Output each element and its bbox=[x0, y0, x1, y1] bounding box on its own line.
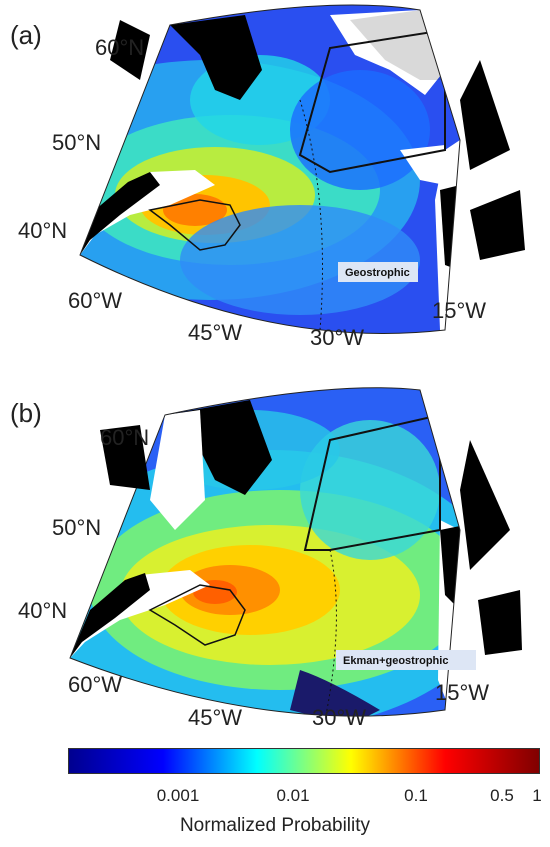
colorbar-tick-05: 0.5 bbox=[490, 786, 514, 805]
panel-b-label: Ekman+geostrophic bbox=[343, 655, 448, 667]
colorbar-title: Normalized Probability bbox=[179, 815, 371, 836]
colorbar-ticks: 0.001 0.01 0.1 0.5 1 bbox=[0, 786, 550, 810]
panel-b-land-left bbox=[100, 425, 150, 490]
panel-a-lon-15: 15°W bbox=[432, 298, 486, 323]
panel-a-map-svg: Geostrophic 60°N 50°N 40°N 60°W 45°W 30°… bbox=[18, 4, 525, 345]
panel-b-map: Ekman+geostrophic 60°N 50°N 40°N 60°W 45… bbox=[0, 380, 550, 730]
panel-a-lon-60: 60°W bbox=[68, 288, 122, 313]
panel-b-lat-40: 40°N bbox=[18, 598, 67, 623]
panel-a-lat-40: 40°N bbox=[18, 218, 67, 243]
colorbar-tick-0001: 0.001 bbox=[156, 786, 200, 805]
panel-a-map: Geostrophic 60°N 50°N 40°N 60°W 45°W 30°… bbox=[0, 0, 550, 345]
panel-a-lon-30: 30°W bbox=[310, 325, 364, 345]
panel-a-north-america bbox=[80, 172, 160, 255]
panel-a-land-right bbox=[460, 60, 510, 170]
panel-b-map-svg: Ekman+geostrophic 60°N 50°N 40°N 60°W 45… bbox=[18, 387, 522, 730]
colorbar-tick-1: 1 bbox=[532, 786, 542, 805]
panel-b-north-america bbox=[70, 573, 150, 658]
panel-a-label: Geostrophic bbox=[345, 267, 410, 279]
panel-a-land-left bbox=[110, 20, 150, 80]
panel-b-lon-60: 60°W bbox=[68, 672, 122, 697]
panel-a-lat-50: 50°N bbox=[52, 130, 101, 155]
panel-b-lat-60: 60°N bbox=[100, 425, 149, 450]
colorbar bbox=[68, 748, 540, 774]
panel-b-field bbox=[70, 387, 460, 717]
panel-a-lon-45: 45°W bbox=[188, 320, 242, 345]
panel-a-greenland bbox=[170, 15, 262, 100]
panel-b-region-box bbox=[303, 413, 441, 551]
colorbar-tick-01: 0.1 bbox=[404, 786, 428, 805]
panel-a-lat-60: 60°N bbox=[95, 35, 144, 60]
panel-b-lon-15: 15°W bbox=[435, 680, 489, 705]
panel-b-label-box bbox=[336, 650, 476, 670]
colorbar-tick-001: 0.01 bbox=[276, 786, 310, 805]
panel-b-lon-30: 30°W bbox=[312, 705, 366, 730]
panel-a-letter: (a) bbox=[10, 20, 42, 50]
panel-b-lat-50: 50°N bbox=[52, 515, 101, 540]
panel-b-land-right bbox=[460, 440, 510, 570]
panel-a-label-box bbox=[338, 262, 418, 282]
panel-b-lon-45: 45°W bbox=[188, 705, 242, 730]
panel-a-field bbox=[80, 5, 460, 334]
panel-b-letter: (b) bbox=[10, 398, 42, 428]
